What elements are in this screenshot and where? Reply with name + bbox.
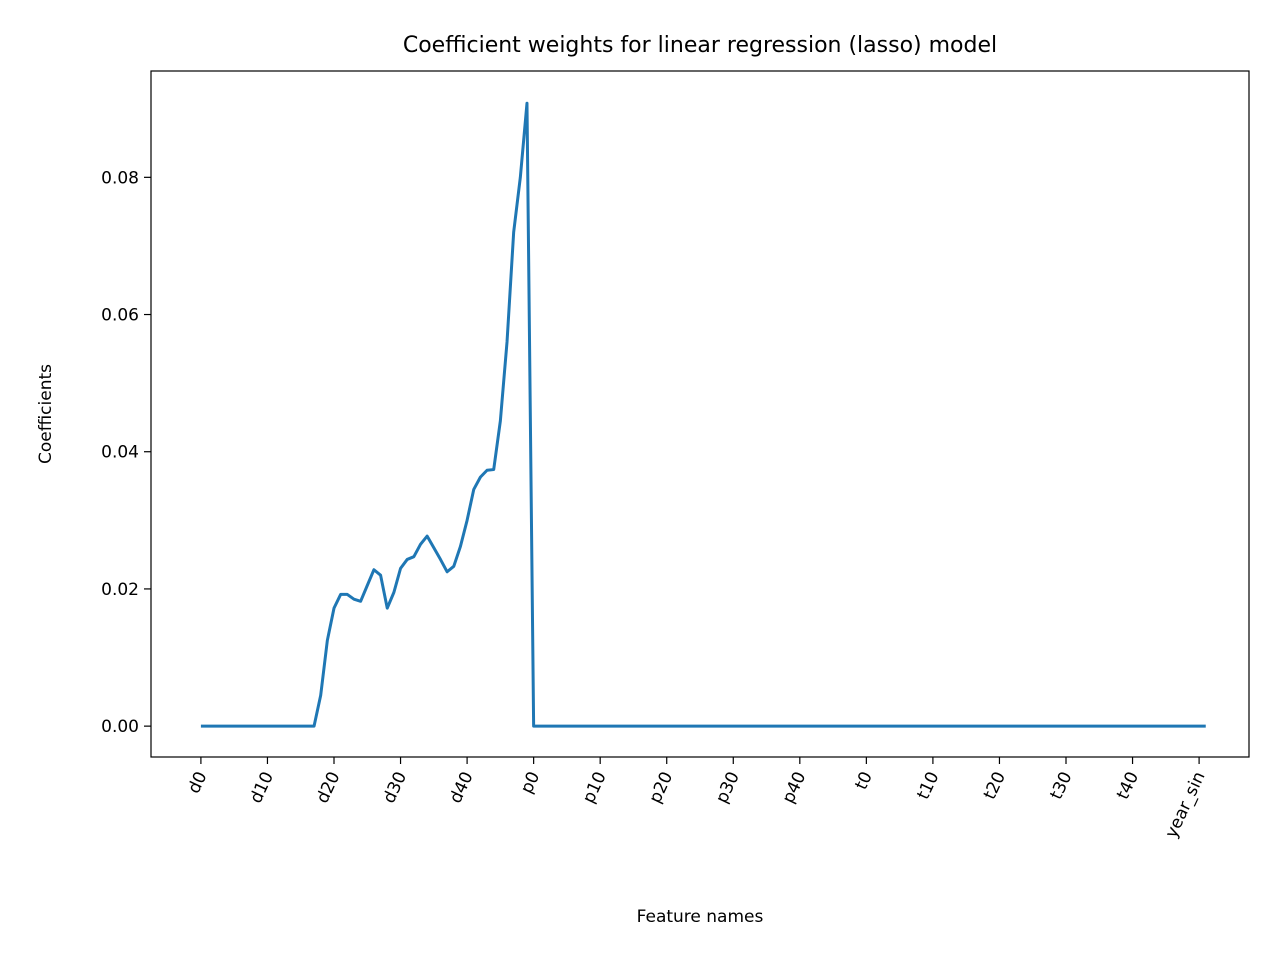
y-axis-label: Coefficients: [36, 364, 56, 464]
x-tick-label: d0: [184, 769, 211, 797]
x-tick-label: p20: [645, 769, 677, 807]
x-tick-label: p40: [779, 769, 811, 807]
x-tick-label: p0: [517, 769, 544, 797]
x-tick-label: d20: [313, 769, 345, 807]
x-tick-label: t30: [1046, 769, 1076, 803]
plot-frame: [150, 70, 1250, 758]
y-tick-label: 0.08: [101, 168, 139, 188]
series-line: [200, 101, 1206, 728]
x-tick-label: p10: [579, 769, 611, 807]
y-tick-label: 0.00: [101, 717, 139, 737]
x-tick-label: year_sin: [1162, 769, 1210, 842]
y-tick-label: 0.06: [101, 306, 139, 326]
chart-title: Coefficient weights for linear regressio…: [403, 33, 997, 58]
x-tick-label: t0: [851, 769, 877, 793]
y-tick-label: 0.04: [101, 443, 139, 463]
x-tick-label: t40: [1113, 769, 1143, 803]
y-tick-label: 0.02: [101, 580, 139, 600]
x-tick-label: t20: [980, 769, 1010, 803]
series-layer: [200, 101, 1206, 728]
x-tick-label: d30: [379, 769, 411, 807]
x-tick-label: d10: [246, 769, 278, 807]
x-tick-label: p30: [712, 769, 744, 807]
x-axis-label: Feature names: [637, 907, 764, 927]
x-tick-label: t10: [913, 769, 943, 803]
x-axis: d0 d10 d20 d30 d40 p0 p10 p20 p30 p40 t0 t10 t20 t30 t…: [184, 757, 1210, 842]
x-tick-label: d40: [446, 769, 478, 807]
y-axis: 0.00 0.02 0.04 0.06 0.08: [101, 168, 151, 737]
